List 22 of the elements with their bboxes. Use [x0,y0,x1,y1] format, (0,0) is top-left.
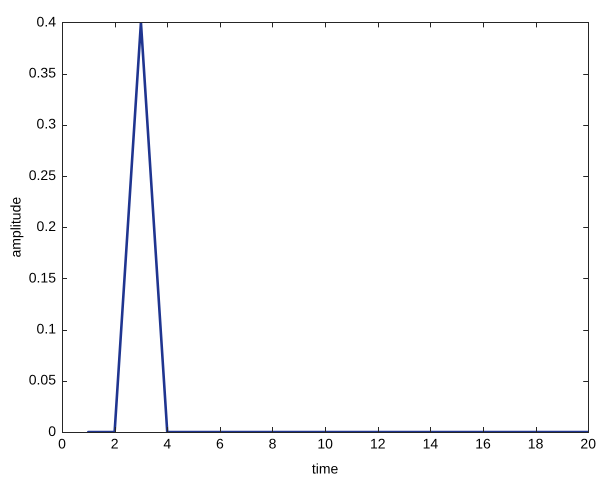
y-tick-label: 0.15 [28,269,56,286]
x-tick-label: 2 [110,435,119,452]
x-tick-label: 4 [163,435,172,452]
y-tick-label: 0.05 [28,372,56,388]
x-tick-label: 20 [580,435,596,452]
y-tick-label: 0 [48,422,56,439]
y-tick-label: 0.1 [36,320,56,336]
x-tick-label: 8 [268,435,277,452]
y-tick-label: 0.2 [36,218,56,234]
x-tick-label: 18 [528,435,544,452]
x-tick-label: 0 [58,435,66,452]
y-tick-label: 0.4 [36,13,56,30]
y-axis-title: amplitude [7,196,24,258]
x-axis-title: time [312,460,339,476]
y-tick-label: 0.25 [28,166,56,183]
x-tick-label: 6 [216,435,224,452]
x-tick-label: 12 [370,435,386,452]
y-tick-label: 0.3 [36,116,56,132]
x-tick-label: 14 [422,435,438,452]
x-tick-label: 10 [317,435,334,452]
y-tick-label: 0.35 [28,64,56,80]
x-tick-label: 16 [475,435,491,452]
